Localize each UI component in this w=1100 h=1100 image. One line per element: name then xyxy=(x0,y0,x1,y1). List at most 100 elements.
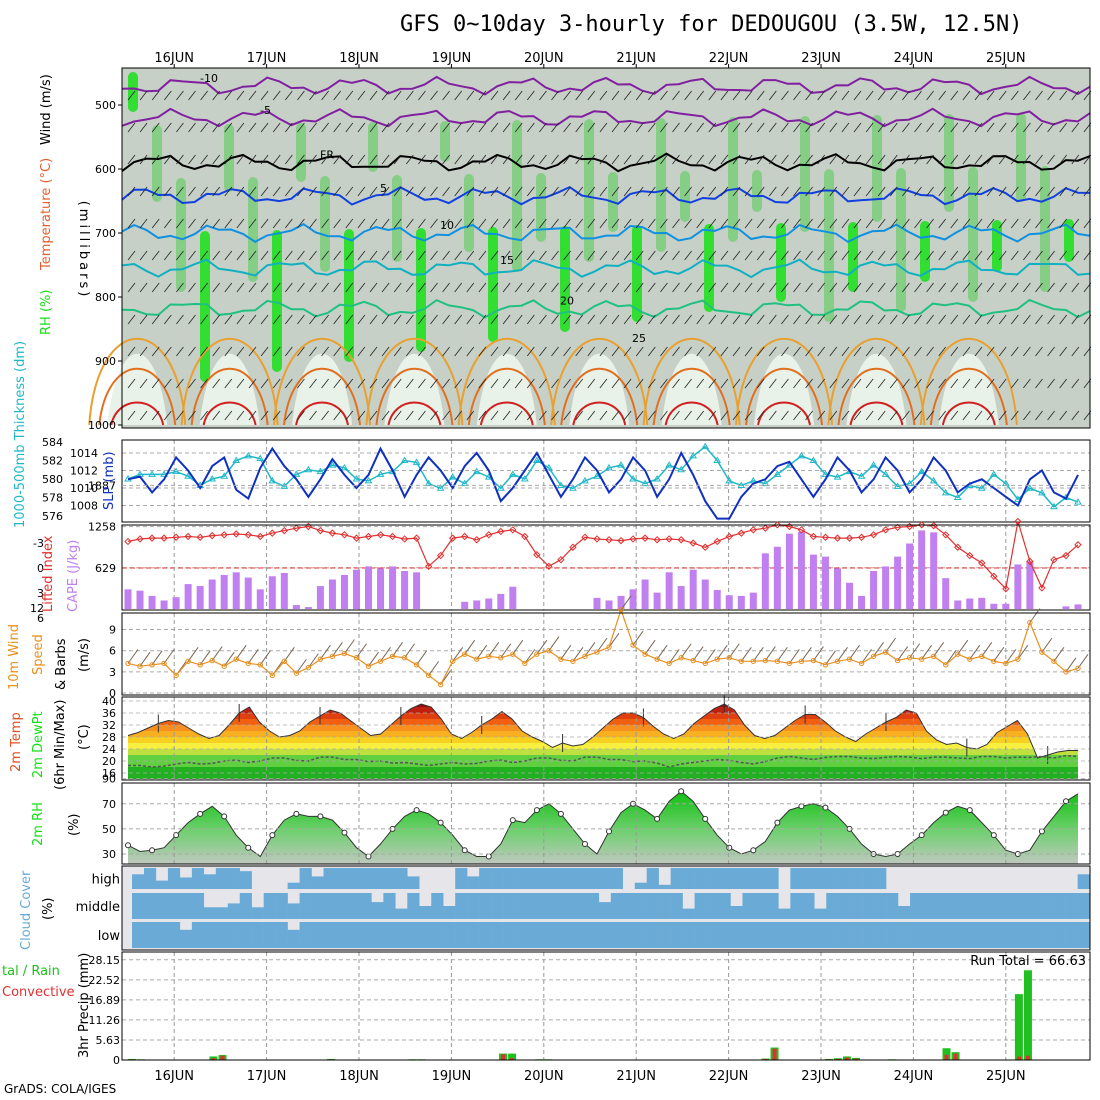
wind-barb xyxy=(248,378,257,389)
wind-barb xyxy=(889,250,898,261)
cloud-cell-high xyxy=(814,868,827,889)
cloud-cell-high xyxy=(694,868,707,889)
wind-barb xyxy=(442,186,450,197)
precip-tick-label: 28.15 xyxy=(89,954,121,967)
date-label-top: 16JUN xyxy=(154,51,194,66)
cloud-cell-middle xyxy=(886,893,899,919)
cloud-cell-high xyxy=(347,868,360,889)
wind-barb xyxy=(309,186,317,197)
wind-barb xyxy=(805,378,813,389)
cloud-cell-middle xyxy=(335,893,348,919)
wind-barb xyxy=(752,646,764,662)
cloud-cell-high xyxy=(586,868,600,889)
rh-point xyxy=(726,844,733,851)
date-label-top: 25JUN xyxy=(986,51,1026,66)
cloud-cell-middle xyxy=(191,893,205,919)
wind-barb xyxy=(853,282,862,293)
cloud-cell-middle xyxy=(239,893,252,919)
wind-barb xyxy=(151,90,160,101)
cloud-cell-high xyxy=(766,868,779,889)
wind-barb xyxy=(490,122,499,133)
isotherm-30 xyxy=(283,367,362,426)
wind-barb xyxy=(127,90,136,101)
wind-barb xyxy=(563,154,571,165)
wind-barb xyxy=(224,122,233,133)
wind-barb xyxy=(454,122,463,133)
wind-barb xyxy=(1023,90,1031,101)
cloud-cell-high xyxy=(311,876,324,889)
wind-barb xyxy=(502,250,511,261)
precip-tick-label: 5.63 xyxy=(96,1034,121,1047)
wind-barb xyxy=(526,314,535,325)
wind-barb xyxy=(1047,282,1055,293)
wind-barb xyxy=(539,410,547,421)
wind-barb xyxy=(853,90,862,101)
wind-barb xyxy=(476,644,488,660)
thickness-point xyxy=(496,484,505,491)
wind-barb xyxy=(200,282,208,293)
cloud-cell-middle xyxy=(299,893,312,919)
wind-barb xyxy=(211,646,223,661)
wind-barb xyxy=(248,186,257,197)
wind-barb xyxy=(188,250,196,261)
cloud-cell-high xyxy=(323,868,336,889)
wind-barb xyxy=(877,154,886,165)
wind-barb xyxy=(950,186,959,197)
wind-barb xyxy=(950,378,959,389)
isotherm-label: -5 xyxy=(260,104,271,117)
wind-barb xyxy=(720,218,729,229)
wind-barb xyxy=(163,378,172,389)
rh-point xyxy=(557,810,564,817)
wind-barb xyxy=(454,218,463,229)
wind-barb xyxy=(163,218,172,229)
wind-barb xyxy=(829,186,838,197)
wind-barb xyxy=(260,378,269,389)
wind-barb xyxy=(139,154,148,165)
precip-conv-bar xyxy=(211,1058,216,1060)
wind-barb xyxy=(442,314,450,325)
wind-barb xyxy=(599,314,608,325)
wind-barb xyxy=(744,186,753,197)
wind-barb xyxy=(563,346,571,357)
li-point xyxy=(497,527,505,536)
wind-barb xyxy=(981,642,993,657)
wind-barb xyxy=(272,186,281,197)
date-label-bottom: 20JUN xyxy=(524,1069,564,1084)
wind-barb xyxy=(945,650,957,666)
wind-barb xyxy=(176,378,184,389)
wind-barb xyxy=(998,218,1007,229)
wind-barb xyxy=(188,218,196,229)
rh-patch xyxy=(968,167,978,302)
cape-bar xyxy=(1062,606,1070,609)
wind-barb xyxy=(369,122,378,133)
cape-bar xyxy=(377,568,385,609)
wind-barb xyxy=(563,378,571,389)
wind-barb xyxy=(1071,218,1080,229)
cloud-cell-low xyxy=(311,922,324,948)
cloud-cell-high xyxy=(479,868,492,889)
cloud-cell-low xyxy=(670,922,683,948)
rh-point xyxy=(509,817,516,824)
wind-speed-point xyxy=(834,658,841,664)
precip-legend-total: tal / Rain xyxy=(2,964,60,979)
wind-barb xyxy=(781,90,789,101)
wind-speed-point xyxy=(449,658,456,664)
wind-barb xyxy=(478,410,487,421)
cloud-cell-high xyxy=(874,868,887,889)
li-point xyxy=(533,551,541,559)
wind-barb xyxy=(623,90,632,101)
li-point xyxy=(436,551,445,560)
wind-barb xyxy=(345,410,354,421)
thickness-point xyxy=(689,451,698,459)
wind-barb xyxy=(502,314,511,325)
cape-bar xyxy=(220,574,228,609)
temperature-label: Temperature (°C) xyxy=(39,158,54,271)
wind-barb xyxy=(1035,186,1043,197)
wind-barb xyxy=(502,410,511,421)
wind-barb xyxy=(938,314,947,325)
cape-frame xyxy=(121,524,1091,611)
wind-barb xyxy=(986,154,995,165)
wind-barb xyxy=(998,90,1007,101)
